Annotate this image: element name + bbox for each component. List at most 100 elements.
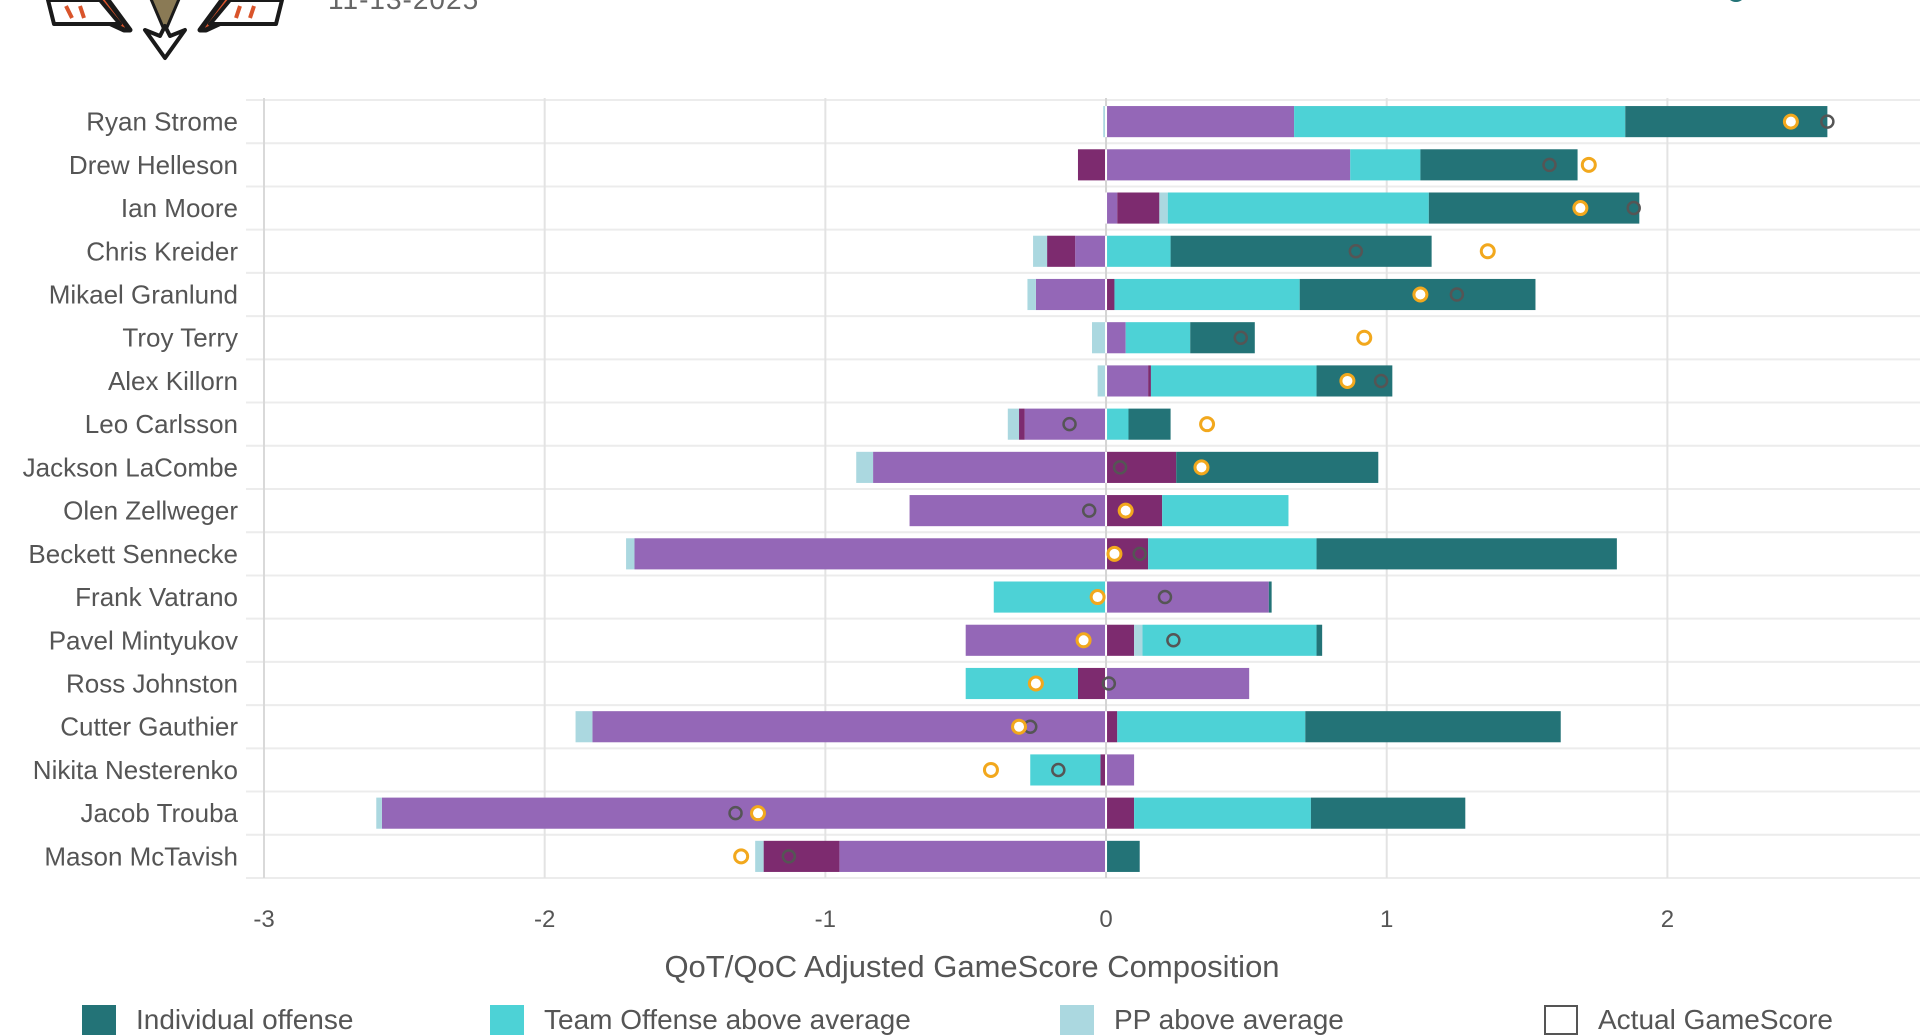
bar-team-defense	[1106, 192, 1118, 224]
player-label: Chris Kreider	[86, 236, 238, 266]
player-label: Frank Vatrano	[75, 582, 238, 612]
actual-gamescore-marker	[1542, 157, 1557, 173]
legend-individual-offense: Individual offense	[82, 1004, 354, 1035]
bar-individual-offense	[1310, 797, 1466, 829]
legend-swatch	[1060, 1005, 1094, 1035]
x-tick-label: -1	[815, 906, 836, 933]
bar-team-defense	[1106, 106, 1295, 138]
adjusted-gamescore-marker	[1782, 113, 1799, 130]
actual-gamescore-marker	[1166, 633, 1181, 648]
bar-individual-defense	[1077, 667, 1107, 700]
bar-team-offense-above-average	[1142, 624, 1317, 656]
x-axis-title: QoT/QoC Adjusted GameScore Composition	[664, 949, 1279, 984]
bar-pp-above-average	[1134, 624, 1143, 656]
adjusted-gamescore-marker	[1572, 200, 1589, 217]
x-tick-label: 0	[1099, 906, 1112, 933]
player-label: Alex Killorn	[108, 366, 238, 396]
bar-individual-offense	[1316, 538, 1617, 570]
actual-gamescore-marker	[1051, 762, 1066, 778]
bar-individual-offense	[1316, 624, 1323, 656]
x-tick-label: 1	[1380, 906, 1393, 933]
actual-gamescore-marker	[1820, 114, 1835, 129]
bar-team-offense-above-average	[1106, 235, 1171, 267]
actual-gamescore-marker	[1157, 589, 1173, 605]
player-label: Pavel Mintyukov	[49, 625, 238, 655]
bar-team-defense	[873, 451, 1107, 483]
bar-pp-above-average	[376, 797, 382, 829]
bar-individual-offense	[1420, 149, 1578, 181]
actual-gamescore-marker	[1112, 460, 1128, 475]
adjusted-gamescore-marker	[1356, 329, 1373, 346]
bar-team-defense	[1024, 408, 1107, 440]
adjusted-gamescore-marker	[1117, 502, 1134, 519]
bar-individual-defense	[1117, 192, 1160, 224]
legend-actual-gamescore: Actual GameScore	[1544, 1004, 1833, 1035]
bar-team-defense	[1106, 365, 1149, 397]
bar-individual-offense	[1128, 408, 1171, 440]
actual-gamescore-marker	[1132, 546, 1147, 562]
player-label: Cutter Gauthier	[60, 712, 238, 742]
bar-team-offense-above-average	[1150, 365, 1317, 397]
legend-label: Team Offense above average	[544, 1004, 911, 1035]
bar-pp-above-average	[856, 451, 874, 483]
bar-team-defense	[909, 495, 1107, 527]
adjusted-gamescore-marker	[1027, 675, 1044, 692]
bar-pp-above-average	[1007, 408, 1020, 440]
bar-individual-defense	[1077, 149, 1107, 181]
bar-individual-defense	[1106, 711, 1118, 743]
actual-gamescore-marker	[1449, 287, 1465, 302]
bar-pp-above-average	[626, 538, 635, 570]
bar-team-offense-above-average	[1167, 192, 1429, 224]
bar-team-defense	[1106, 149, 1351, 181]
bar-individual-offense	[1305, 711, 1561, 743]
player-label: Jacob Trouba	[80, 798, 238, 828]
player-label: Beckett Sennecke	[28, 539, 238, 569]
bar-individual-defense	[1148, 365, 1151, 397]
bar-team-defense	[634, 538, 1107, 570]
bar-pp-above-average	[1159, 192, 1168, 224]
bar-individual-offense	[1428, 192, 1640, 224]
player-label: Ian Moore	[121, 193, 238, 223]
actual-gamescore-marker	[1062, 416, 1077, 432]
player-label: Jackson LaCombe	[23, 452, 238, 482]
adjusted-gamescore-marker	[1199, 416, 1216, 433]
bar-individual-defense	[1047, 235, 1076, 267]
player-label: Ryan Strome	[86, 107, 238, 137]
bar-team-defense	[1075, 235, 1107, 267]
adjusted-gamescore-marker	[1412, 286, 1429, 303]
bar-team-offense-above-average	[1294, 106, 1626, 138]
bar-team-offense-above-average	[1350, 149, 1421, 181]
info-dot-icon	[1726, 0, 1746, 2]
game-date: 11-13-2025	[328, 0, 479, 16]
bar-pp-above-average	[755, 840, 764, 872]
adjusted-gamescore-marker	[749, 805, 766, 822]
legend-label: Individual offense	[136, 1004, 354, 1035]
bar-team-offense-above-average	[1125, 322, 1191, 354]
player-label: Ross Johnston	[66, 669, 238, 699]
bar-team-offense-above-average	[965, 667, 1078, 700]
actual-gamescore-marker	[1101, 676, 1117, 691]
bar-individual-defense	[763, 840, 840, 872]
player-label: Leo Carlsson	[85, 409, 238, 439]
team-logo	[46, 0, 284, 60]
legend-pp: PP above average	[1060, 1004, 1344, 1035]
bar-team-offense-above-average	[993, 581, 1107, 613]
bar-individual-defense	[1106, 495, 1163, 527]
bar-individual-defense	[1106, 451, 1177, 483]
bar-pp-above-average	[1092, 322, 1107, 354]
actual-gamescore-marker	[1081, 503, 1097, 518]
bar-individual-defense	[1106, 624, 1135, 656]
bar-pp-above-average	[1097, 365, 1107, 397]
adjusted-gamescore-marker	[1339, 372, 1356, 389]
player-label: Mason McTavish	[44, 841, 238, 871]
actual-gamescore-marker	[1348, 244, 1364, 259]
bar-pp-above-average	[1027, 278, 1036, 311]
adjusted-gamescore-marker	[733, 848, 750, 865]
adjusted-gamescore-marker	[1075, 632, 1092, 649]
gamescore-chart: Ryan Strome Drew Helleson Ian Moore Chris K…	[23, 98, 1920, 984]
legend-label: PP above average	[1114, 1004, 1344, 1035]
legend-swatch	[490, 1005, 524, 1035]
x-tick-label: -3	[253, 906, 274, 933]
bar-individual-defense	[1106, 278, 1115, 311]
bar-team-defense	[1106, 667, 1250, 700]
